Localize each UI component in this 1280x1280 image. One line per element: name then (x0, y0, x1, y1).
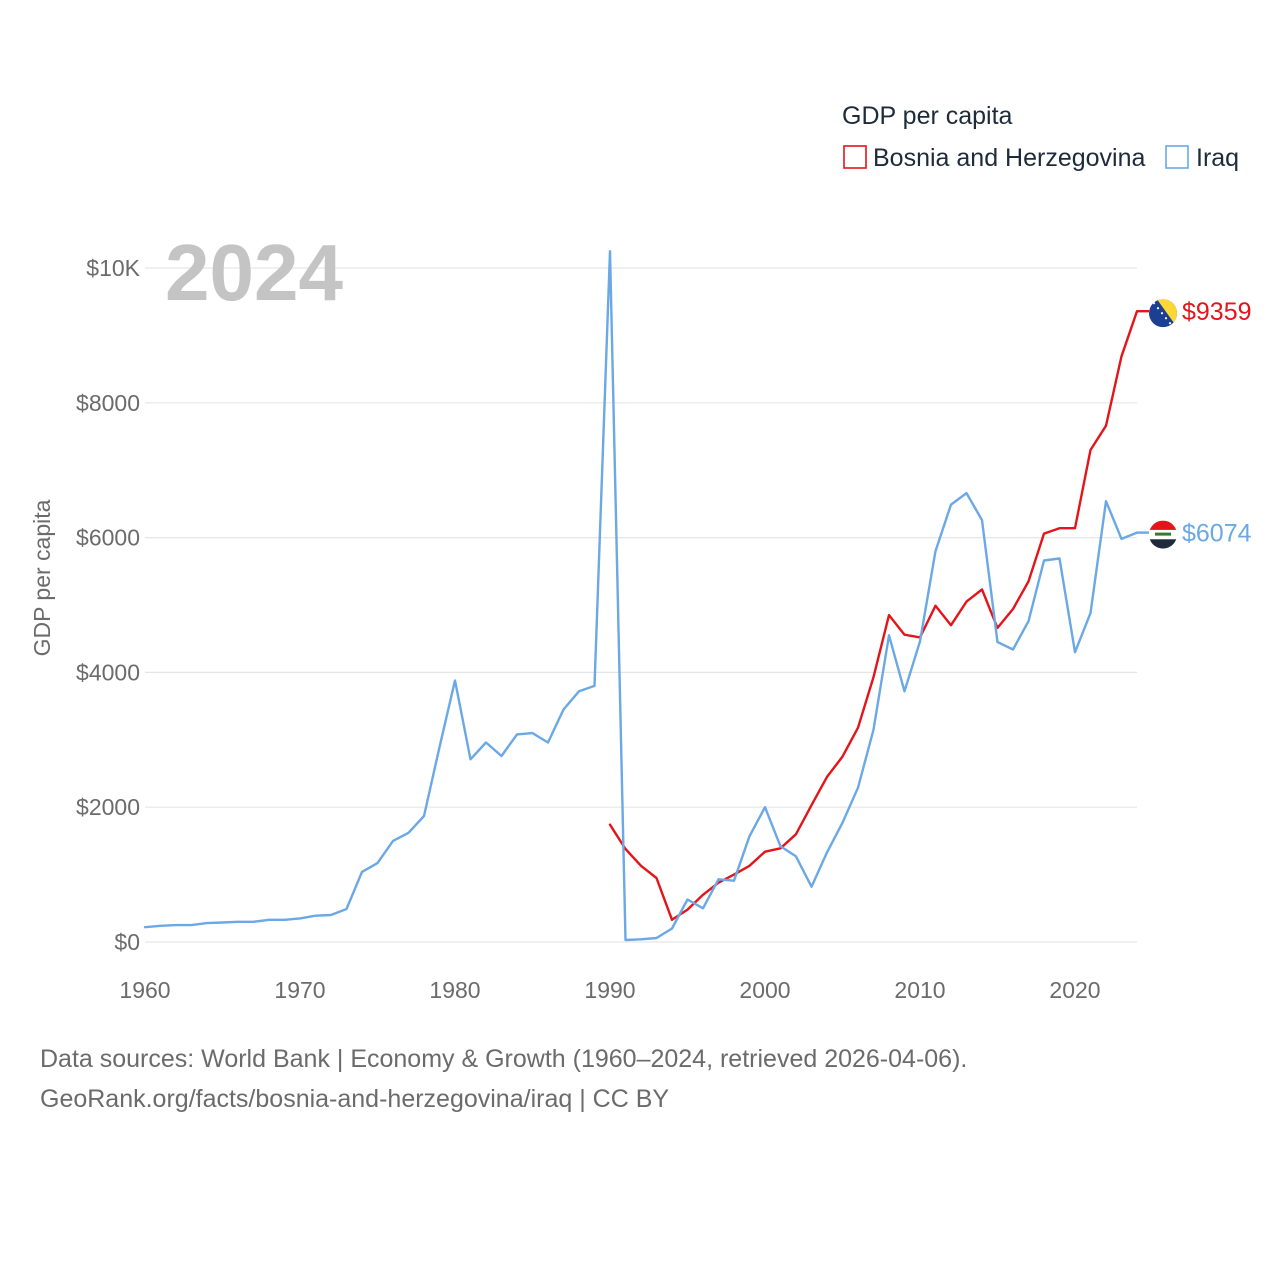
series-line-bosnia[interactable] (608, 310, 1139, 921)
legend-label-iraq: Iraq (1196, 144, 1239, 172)
series-end-markers: $9359 $6074 (1137, 298, 1252, 549)
y-tick-label: $2000 (76, 794, 140, 820)
y-axis-title: GDP per capita (29, 499, 55, 656)
x-axis-ticks: 1960 1970 1980 1990 2000 2010 2020 (119, 977, 1100, 1003)
series-line-iraq[interactable] (143, 250, 1139, 942)
x-tick-label: 2000 (739, 977, 790, 1003)
x-tick-label: 1980 (429, 977, 480, 1003)
legend: GDP per capita Bosnia and Herzegovina Ir… (842, 102, 1239, 172)
source-line-2[interactable]: GeoRank.org/facts/bosnia-and-herzegovina… (40, 1085, 670, 1113)
y-tick-label: $10K (86, 255, 140, 281)
legend-entry-bosnia[interactable]: Bosnia and Herzegovina (843, 144, 1145, 172)
end-value-label: $9359 (1182, 298, 1252, 326)
legend-swatch-bosnia (843, 145, 867, 169)
y-axis-ticks: $0 $2000 $4000 $6000 $8000 $10K (76, 255, 141, 955)
y-tick-label: $8000 (76, 390, 140, 416)
legend-title: GDP per capita (842, 102, 1013, 130)
year-label: 2024 (165, 228, 343, 317)
iraq-flag-icon (1149, 520, 1177, 549)
legend-entry-iraq[interactable]: Iraq (1165, 144, 1239, 172)
x-tick-label: 1960 (119, 977, 170, 1003)
x-tick-label: 1970 (274, 977, 325, 1003)
grid-lines (145, 267, 1137, 943)
x-tick-label: 2010 (894, 977, 945, 1003)
end-value-label: $6074 (1182, 520, 1252, 548)
y-tick-label: $4000 (76, 659, 140, 685)
y-tick-label: $6000 (76, 525, 140, 551)
legend-label-bosnia: Bosnia and Herzegovina (873, 144, 1145, 172)
series-lines (143, 250, 1139, 942)
bosnia-flag-icon (1149, 299, 1177, 328)
x-tick-label: 1990 (584, 977, 635, 1003)
x-tick-label: 2020 (1049, 977, 1100, 1003)
source-line-1: Data sources: World Bank | Economy & Gro… (40, 1045, 968, 1073)
y-tick-label: $0 (114, 929, 140, 955)
legend-swatch-iraq (1165, 145, 1189, 169)
